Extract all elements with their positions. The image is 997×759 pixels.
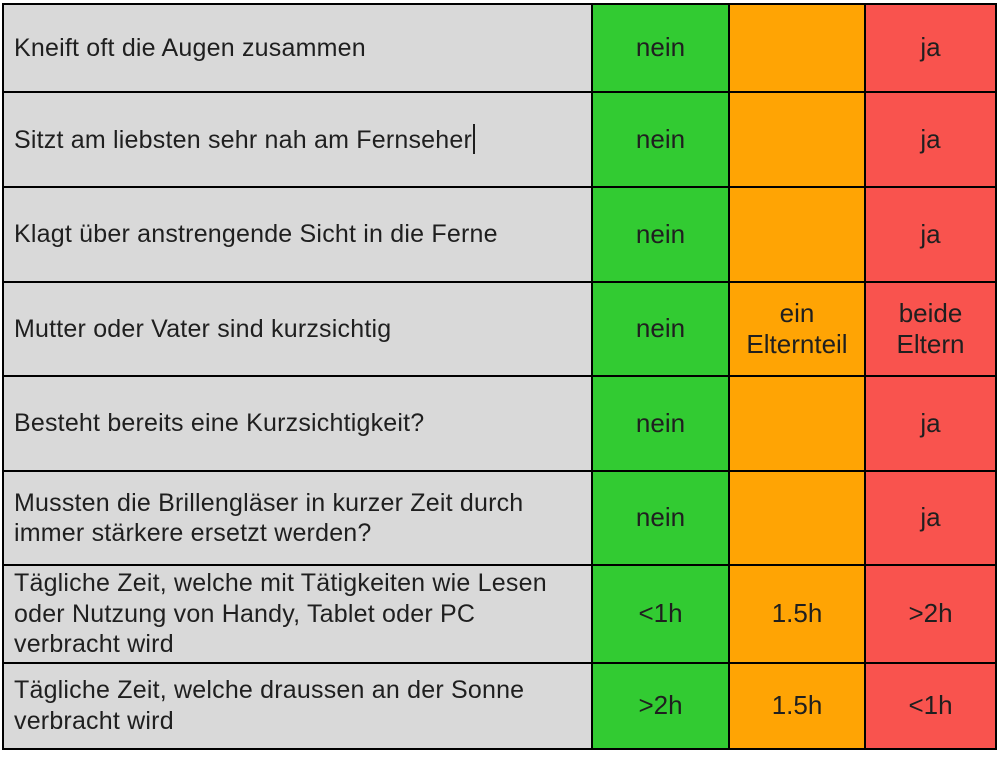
question-cell[interactable]: Mutter oder Vater sind kurzsichtig <box>2 281 593 377</box>
red-answer-cell[interactable]: beide Eltern <box>864 281 997 377</box>
table-row: Tägliche Zeit, welche draussen an der So… <box>2 661 997 750</box>
green-answer-cell[interactable]: nein <box>591 3 730 93</box>
green-answer-text: nein <box>635 502 686 533</box>
table-row: Besteht bereits eine Kurzsichtigkeit? ne… <box>2 375 997 472</box>
orange-answer-cell[interactable]: 1.5h <box>728 661 866 750</box>
red-answer-text: ja <box>920 218 941 249</box>
orange-answer-cell[interactable] <box>728 186 866 283</box>
green-answer-cell[interactable]: >2h <box>591 661 730 750</box>
red-answer-text: ja <box>920 123 941 154</box>
question-cell[interactable]: Sitzt am liebsten sehr nah am Fernseher <box>2 91 593 188</box>
green-answer-cell[interactable]: <1h <box>591 564 730 664</box>
red-answer-cell[interactable]: >2h <box>864 564 997 664</box>
red-answer-text: beide Eltern <box>896 297 965 359</box>
orange-answer-cell[interactable] <box>728 375 866 472</box>
red-answer-cell[interactable]: ja <box>864 470 997 566</box>
orange-answer-text: ein Elternteil <box>746 297 848 359</box>
question-cell[interactable]: Mussten die Brillengläser in kurzer Zeit… <box>2 470 593 566</box>
green-answer-text: nein <box>635 218 686 249</box>
table-row: Sitzt am liebsten sehr nah am Fernseher … <box>2 91 997 188</box>
orange-answer-cell[interactable] <box>728 470 866 566</box>
red-answer-cell[interactable]: ja <box>864 186 997 283</box>
question-text: Tägliche Zeit, welche draussen an der So… <box>14 676 525 735</box>
question-text: Besteht bereits eine Kurzsichtigkeit? <box>14 409 425 438</box>
question-text: Sitzt am liebsten sehr nah am Fernseher <box>14 125 473 154</box>
green-answer-text: >2h <box>638 689 683 720</box>
red-answer-text: <1h <box>908 689 953 720</box>
question-cell[interactable]: Kneift oft die Augen zusammen <box>2 3 593 93</box>
green-answer-text: nein <box>635 407 686 438</box>
red-answer-text: ja <box>920 502 941 533</box>
green-answer-cell[interactable]: nein <box>591 186 730 283</box>
question-text: Kneift oft die Augen zusammen <box>14 33 366 62</box>
text-cursor <box>473 123 476 154</box>
table-row: Tägliche Zeit, welche mit Tätigkeiten wi… <box>2 564 997 664</box>
green-answer-text: nein <box>635 32 686 63</box>
table-row: Kneift oft die Augen zusammen nein ja <box>2 3 997 93</box>
orange-answer-cell[interactable] <box>728 91 866 188</box>
myopia-risk-table: Kneift oft die Augen zusammen nein ja Si… <box>2 3 997 750</box>
red-answer-cell[interactable]: ja <box>864 91 997 188</box>
table-row: Mutter oder Vater sind kurzsichtig nein … <box>2 281 997 377</box>
red-answer-cell[interactable]: ja <box>864 3 997 93</box>
question-cell[interactable]: Tägliche Zeit, welche draussen an der So… <box>2 661 593 750</box>
green-answer-cell[interactable]: nein <box>591 91 730 188</box>
question-text: Mussten die Brillengläser in kurzer Zeit… <box>14 488 524 548</box>
question-text: Klagt über anstrengende Sicht in die Fer… <box>14 220 498 249</box>
orange-answer-cell[interactable]: 1.5h <box>728 564 866 664</box>
green-answer-text: <1h <box>638 598 683 629</box>
table-row: Klagt über anstrengende Sicht in die Fer… <box>2 186 997 283</box>
green-answer-cell[interactable]: nein <box>591 470 730 566</box>
orange-answer-cell[interactable] <box>728 3 866 93</box>
green-answer-cell[interactable]: nein <box>591 375 730 472</box>
question-cell[interactable]: Besteht bereits eine Kurzsichtigkeit? <box>2 375 593 472</box>
orange-answer-text: 1.5h <box>771 689 823 720</box>
table-row: Mussten die Brillengläser in kurzer Zeit… <box>2 470 997 566</box>
question-text: Tägliche Zeit, welche mit Tätigkeiten wi… <box>14 569 547 658</box>
green-answer-text: nein <box>635 313 686 344</box>
red-answer-cell[interactable]: <1h <box>864 661 997 750</box>
question-cell[interactable]: Tägliche Zeit, welche mit Tätigkeiten wi… <box>2 564 593 664</box>
red-answer-text: >2h <box>908 598 953 629</box>
orange-answer-text: 1.5h <box>771 598 823 629</box>
question-text: Mutter oder Vater sind kurzsichtig <box>14 314 392 343</box>
question-cell[interactable]: Klagt über anstrengende Sicht in die Fer… <box>2 186 593 283</box>
green-answer-text: nein <box>635 123 686 154</box>
green-answer-cell[interactable]: nein <box>591 281 730 377</box>
red-answer-text: ja <box>920 407 941 438</box>
orange-answer-cell[interactable]: ein Elternteil <box>728 281 866 377</box>
red-answer-cell[interactable]: ja <box>864 375 997 472</box>
red-answer-text: ja <box>920 32 941 63</box>
